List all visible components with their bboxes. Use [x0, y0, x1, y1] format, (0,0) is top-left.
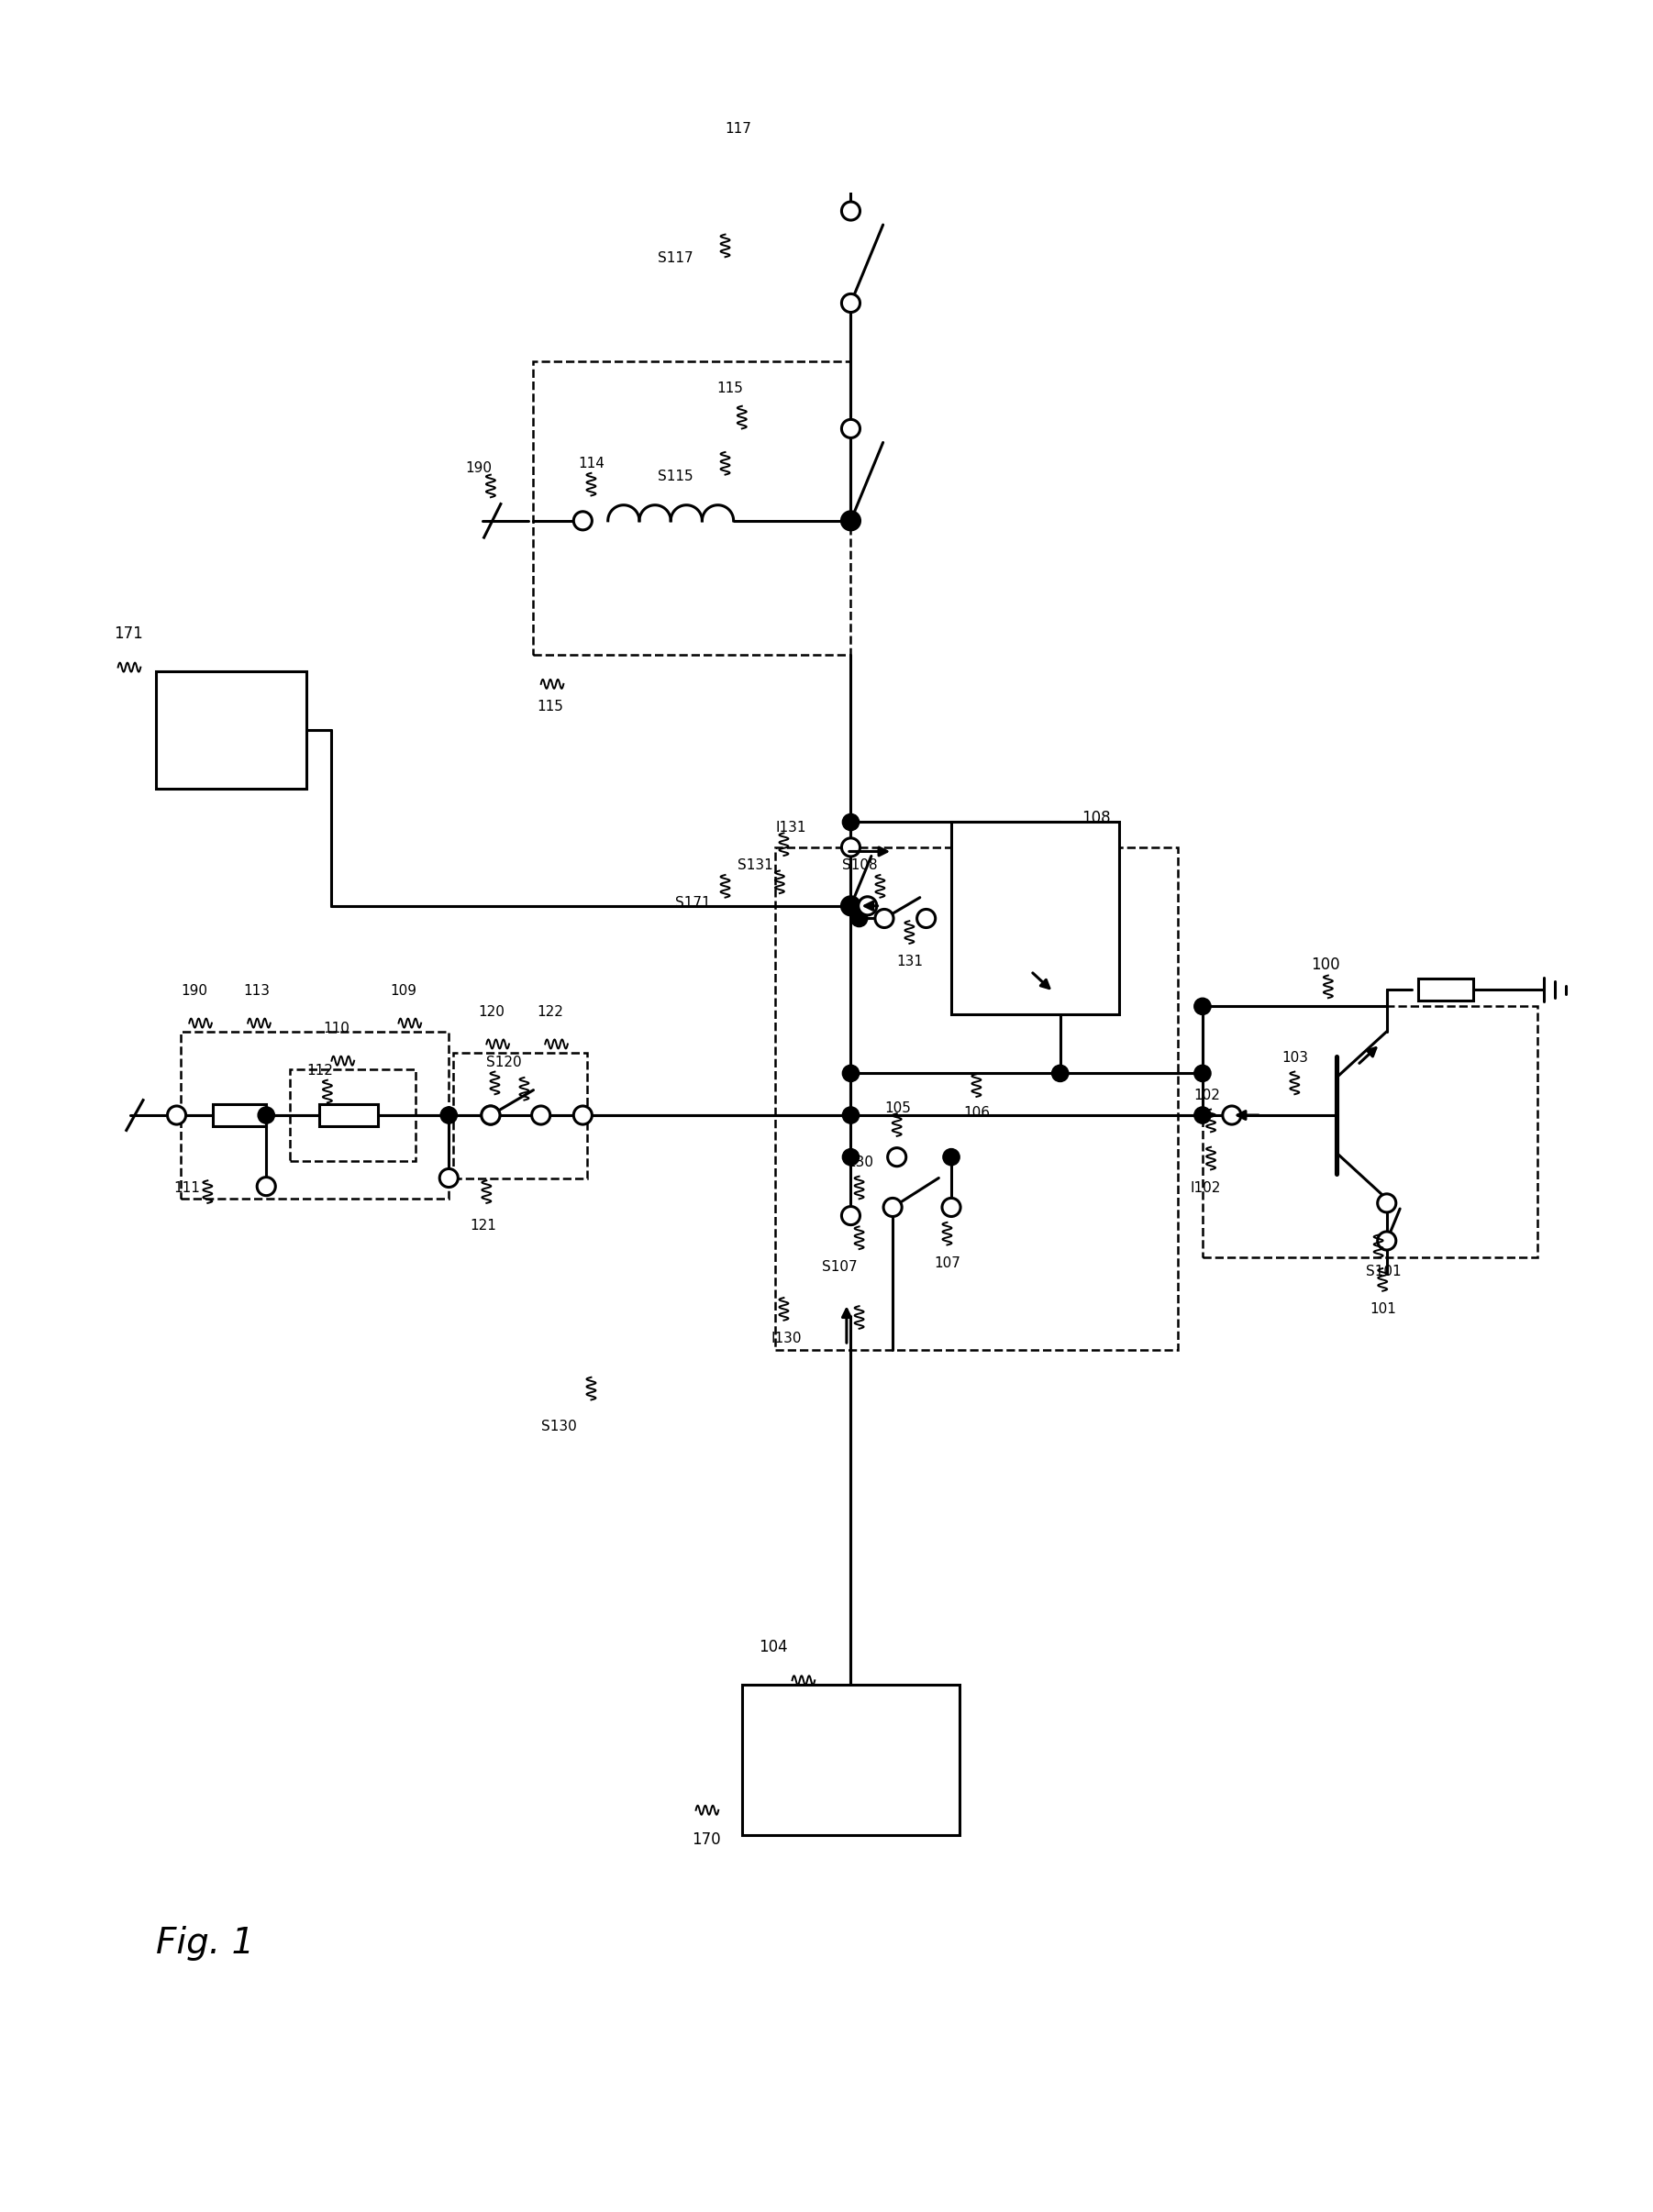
Text: 111: 111: [174, 1181, 200, 1194]
Text: S131: S131: [737, 858, 774, 872]
Bar: [453, 1053, 587, 1179]
Circle shape: [843, 1064, 860, 1082]
Circle shape: [843, 513, 860, 529]
Text: 110: 110: [324, 1022, 350, 1035]
Text: 107: 107: [934, 1256, 960, 1270]
Circle shape: [1193, 1064, 1212, 1082]
Text: 117: 117: [726, 122, 752, 135]
Text: S115: S115: [658, 469, 694, 482]
Circle shape: [942, 1199, 960, 1217]
Text: 109: 109: [390, 984, 417, 998]
Bar: [532, 363, 851, 655]
Circle shape: [883, 1199, 903, 1217]
Bar: [950, 823, 1119, 1015]
Bar: [155, 672, 306, 790]
Text: 115: 115: [537, 699, 564, 712]
Bar: [1418, 978, 1473, 1000]
Text: 104: 104: [759, 1639, 788, 1655]
Text: 103: 103: [1283, 1051, 1309, 1064]
Circle shape: [574, 1106, 592, 1124]
Circle shape: [1193, 1106, 1212, 1124]
Bar: [775, 847, 1177, 1349]
Circle shape: [841, 511, 860, 531]
Text: 101: 101: [1370, 1303, 1397, 1316]
Circle shape: [1193, 998, 1212, 1015]
Circle shape: [167, 1106, 185, 1124]
Text: S117: S117: [658, 252, 694, 265]
Text: I131: I131: [775, 821, 807, 834]
Text: 190: 190: [180, 984, 207, 998]
Text: 106: 106: [964, 1106, 990, 1119]
Bar: [180, 1031, 450, 1199]
Bar: [213, 1104, 266, 1126]
Text: I102: I102: [1190, 1181, 1220, 1194]
Circle shape: [574, 511, 592, 531]
Text: 113: 113: [243, 984, 269, 998]
Circle shape: [843, 1148, 860, 1166]
Text: S171: S171: [674, 896, 711, 909]
Circle shape: [532, 1106, 550, 1124]
Circle shape: [843, 814, 860, 830]
Circle shape: [841, 896, 860, 916]
Text: 120: 120: [478, 1004, 504, 1020]
Bar: [932, 159, 995, 179]
Circle shape: [1223, 1106, 1241, 1124]
Text: Fig. 1: Fig. 1: [155, 1927, 255, 1960]
Text: S130: S130: [541, 1420, 577, 1433]
Bar: [742, 1686, 960, 1836]
Text: 121: 121: [469, 1219, 496, 1232]
Bar: [289, 1068, 415, 1161]
Circle shape: [440, 1106, 458, 1124]
Circle shape: [440, 1168, 458, 1188]
Text: 105: 105: [884, 1102, 911, 1115]
Circle shape: [841, 838, 860, 856]
Circle shape: [874, 909, 894, 927]
Circle shape: [481, 1106, 499, 1124]
Text: 131: 131: [898, 956, 924, 969]
Circle shape: [841, 420, 860, 438]
Text: 112: 112: [306, 1064, 332, 1077]
Text: 108: 108: [1081, 810, 1111, 827]
Text: 115: 115: [717, 380, 744, 396]
Circle shape: [841, 1206, 860, 1225]
Text: 114: 114: [579, 456, 605, 471]
Text: 171: 171: [114, 626, 142, 641]
Circle shape: [874, 159, 894, 179]
Text: 122: 122: [537, 1004, 564, 1020]
Circle shape: [851, 909, 868, 927]
Circle shape: [841, 294, 860, 312]
Text: 130: 130: [846, 1157, 873, 1170]
Text: S108: S108: [843, 858, 878, 872]
Circle shape: [843, 898, 860, 914]
Circle shape: [841, 201, 860, 221]
Text: S101: S101: [1365, 1265, 1402, 1279]
Circle shape: [843, 513, 860, 529]
Text: 190: 190: [466, 460, 493, 476]
Text: 102: 102: [1193, 1088, 1220, 1102]
Text: S107: S107: [822, 1261, 856, 1274]
Bar: [319, 1104, 377, 1126]
Circle shape: [843, 1106, 860, 1124]
Circle shape: [1377, 1194, 1397, 1212]
Circle shape: [256, 1177, 276, 1194]
Circle shape: [942, 1148, 960, 1166]
Circle shape: [841, 159, 860, 179]
Text: I130: I130: [772, 1332, 802, 1345]
Text: S120: S120: [486, 1055, 522, 1068]
Circle shape: [858, 896, 876, 916]
Circle shape: [917, 909, 936, 927]
Circle shape: [843, 898, 860, 914]
Bar: [1202, 1006, 1537, 1259]
Circle shape: [258, 1106, 274, 1124]
Circle shape: [1051, 1064, 1068, 1082]
Circle shape: [888, 1148, 906, 1166]
Text: 170: 170: [691, 1832, 721, 1847]
Circle shape: [481, 1106, 499, 1124]
Text: 100: 100: [1311, 956, 1341, 973]
Circle shape: [1377, 1232, 1397, 1250]
